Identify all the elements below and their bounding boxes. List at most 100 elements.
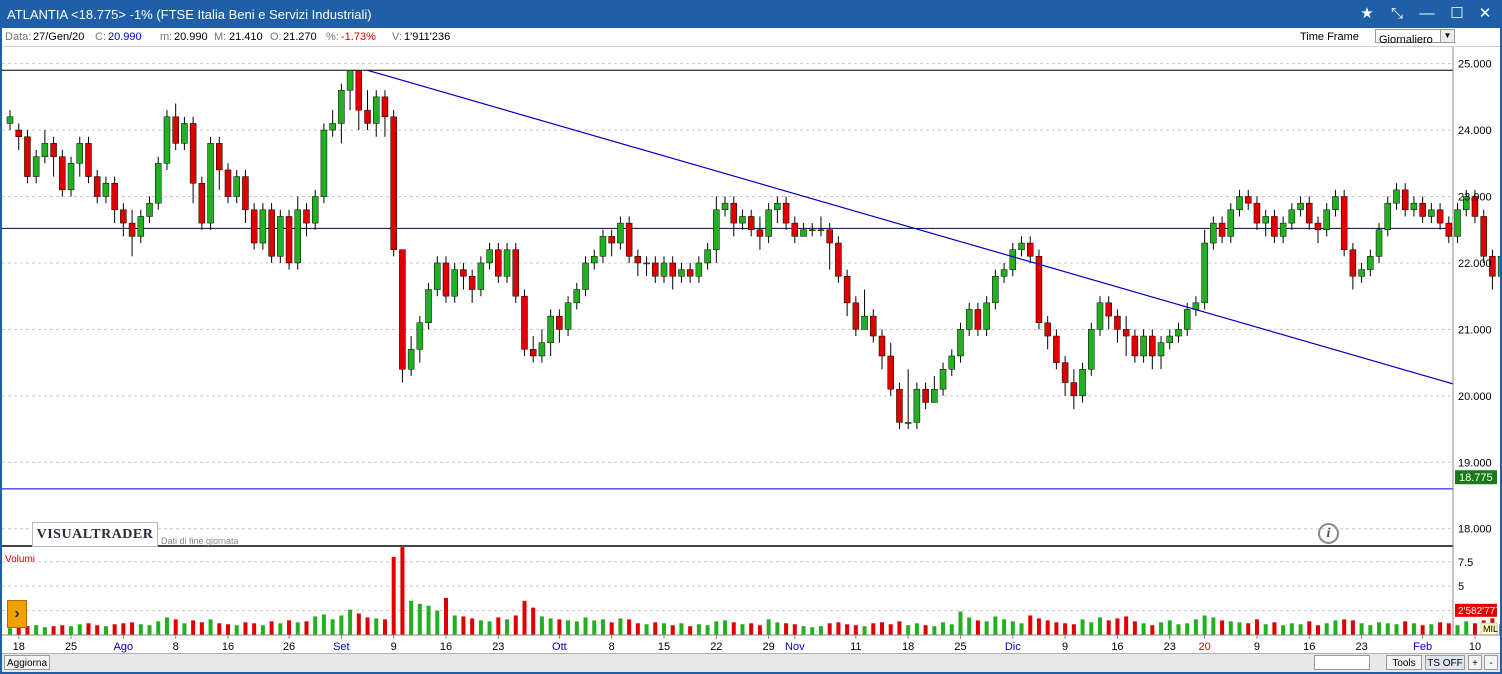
- volume-bar: [967, 617, 972, 635]
- candle-body: [59, 156, 66, 191]
- candle-body: [774, 202, 781, 211]
- ts-off-button[interactable]: TS OFF: [1425, 655, 1465, 670]
- candle-body: [102, 182, 110, 197]
- volume-bar: [164, 617, 169, 635]
- maximize-icon[interactable]: ☐: [1450, 5, 1464, 22]
- candle-body: [1349, 249, 1357, 277]
- candle-body: [1114, 315, 1121, 330]
- volume-bar: [103, 626, 108, 635]
- last-volume-label: 2'582'777: [1458, 606, 1500, 617]
- candle-body: [233, 176, 240, 197]
- volume-bar: [69, 626, 74, 635]
- volume-bar: [1411, 623, 1416, 635]
- volume-bar: [984, 621, 989, 635]
- candle-body: [15, 129, 22, 137]
- aggiorna-button[interactable]: Aggiorna: [4, 655, 50, 670]
- candle-body: [111, 182, 118, 211]
- x-tick-label: 9: [1062, 641, 1068, 653]
- candle-body: [1253, 202, 1261, 224]
- x-tick-label: 20: [1199, 641, 1211, 653]
- candle-body: [451, 269, 458, 297]
- volume-bar: [1124, 616, 1129, 635]
- candle-body: [1140, 335, 1147, 357]
- volume-bar: [635, 623, 640, 635]
- candle-body: [1236, 196, 1243, 211]
- volume-bar: [914, 623, 919, 635]
- window-title: ATLANTIA <18.775> -1% (FTSE Italia Beni …: [7, 7, 372, 22]
- volume-bar: [295, 622, 300, 635]
- volume-bar: [1220, 620, 1225, 635]
- candle-body: [896, 388, 903, 423]
- candle-body: [678, 269, 685, 277]
- x-tick-label: 10: [1469, 641, 1481, 653]
- open-label: O:: [270, 31, 282, 43]
- volume-bar: [1080, 619, 1085, 635]
- scrollbar[interactable]: [1314, 655, 1370, 670]
- volume-value: 1'911'236: [404, 31, 451, 43]
- volume-bar: [810, 627, 815, 635]
- candle-body: [1183, 309, 1191, 330]
- y-tick-label: 18.000: [1458, 524, 1492, 536]
- candle-body: [207, 143, 214, 224]
- candle-body: [1227, 209, 1235, 237]
- candle-body: [521, 295, 528, 350]
- volume-tick-label: 7.5: [1458, 557, 1473, 569]
- volume-bar: [949, 624, 954, 635]
- pin-icon[interactable]: ⤡: [1390, 5, 1403, 22]
- chart-area[interactable]: 25.000 24.000 23.000 22.000 21.000 20.000 19.0…: [2, 47, 1502, 653]
- volume-bar: [679, 623, 684, 635]
- star-icon[interactable]: ★: [1360, 5, 1374, 22]
- close-icon[interactable]: ✕: [1478, 5, 1492, 22]
- volume-bar: [897, 621, 902, 635]
- candle-body: [1436, 209, 1444, 224]
- min-label: m:: [160, 31, 173, 43]
- candle-body: [870, 315, 877, 337]
- chevron-down-icon[interactable]: ▼: [1440, 30, 1454, 42]
- timeframe-select[interactable]: Giornaliero ▼: [1375, 29, 1455, 46]
- candle-body: [1079, 369, 1086, 397]
- x-tick-label: 9: [1254, 641, 1260, 653]
- candle-body: [1358, 269, 1365, 277]
- x-tick-label: 8: [173, 641, 179, 653]
- candle-body: [338, 89, 345, 124]
- volume-bar: [16, 627, 21, 635]
- trendline: [367, 69, 1454, 385]
- zoom-in-button[interactable]: +: [1468, 655, 1482, 670]
- zoom-out-button[interactable]: -: [1484, 655, 1498, 670]
- volume-bar: [1106, 620, 1111, 635]
- price-chart[interactable]: 25.000 24.000 23.000 22.000 21.000 20.000 19.0…: [2, 47, 1502, 653]
- candle-body: [1122, 329, 1130, 337]
- candle-body: [582, 262, 589, 290]
- volume-bar: [86, 623, 91, 635]
- date-label: Data:: [5, 31, 32, 43]
- x-tick-label: 23: [1355, 641, 1367, 653]
- candle-body: [1384, 202, 1392, 230]
- candle-body: [346, 70, 354, 91]
- volume-bar: [1385, 623, 1390, 635]
- volume-bar: [592, 620, 597, 635]
- candle-body: [468, 275, 476, 290]
- x-tick-label: 11: [850, 641, 861, 653]
- x-tick-label: Feb: [1413, 641, 1432, 653]
- minimize-icon[interactable]: —: [1419, 5, 1435, 22]
- volume-bar: [1228, 621, 1233, 635]
- candle-body: [878, 335, 886, 357]
- volume-bar: [417, 603, 422, 635]
- volume-bar: [1438, 622, 1443, 635]
- volume-bar: [138, 624, 143, 635]
- x-tick-label: 16: [1111, 641, 1123, 653]
- info-icon[interactable]: i: [1318, 523, 1339, 544]
- candle-body: [1340, 196, 1348, 250]
- tools-button[interactable]: Tools: [1386, 655, 1422, 670]
- candle-body: [41, 143, 49, 157]
- candle-body: [1332, 196, 1339, 211]
- volume-bar: [836, 622, 841, 635]
- candle-body: [1375, 229, 1383, 257]
- volume-bar: [356, 613, 361, 635]
- open-value: 21.270: [283, 31, 317, 43]
- volume-bar: [574, 621, 579, 635]
- candle-body: [1175, 329, 1182, 337]
- candle-body: [564, 302, 572, 330]
- chevron-right-icon[interactable]: ›: [7, 600, 27, 628]
- volume-bar: [391, 556, 396, 635]
